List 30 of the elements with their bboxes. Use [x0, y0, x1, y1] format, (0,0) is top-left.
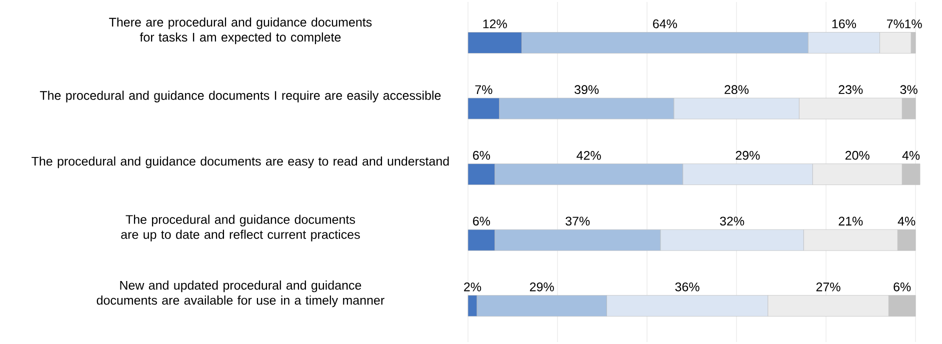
data-label: 29% [736, 150, 760, 160]
y-tick-label: There are procedural and guidance documents for tasks I am expected to complete [109, 17, 372, 44]
data-label: 27% [816, 282, 840, 292]
data-label: 16% [832, 19, 856, 28]
data-label: 2% [464, 282, 482, 292]
y-tick-label: The procedural and guidance documents are easy to read and understand [32, 156, 449, 168]
y-tick-label: New and updated procedural and guidance documents are available for use in a timely manner [96, 280, 384, 308]
data-label: 32% [720, 216, 744, 226]
data-label: 6% [473, 216, 490, 226]
y-tick-label: The procedural and guidance documents are up to date and reflect current practices [121, 214, 360, 242]
data-label: 64% [653, 19, 677, 28]
data-label: 23% [838, 85, 863, 94]
data-label: 21% [838, 216, 863, 226]
data-label: 4% [898, 216, 916, 226]
data-label: 28% [724, 85, 749, 94]
data-label: 39% [574, 85, 599, 94]
data-label: 1% [905, 20, 922, 28]
data-label: 37% [566, 216, 590, 226]
data-label: 36% [675, 282, 700, 292]
data-label: 4% [902, 151, 920, 160]
data-label: 20% [845, 150, 870, 160]
data-label: 7% [887, 20, 904, 28]
data-label: 12% [483, 19, 507, 28]
data-label: 6% [894, 282, 911, 292]
y-tick-label: The procedural and guidance documents I require are easily accessible [40, 90, 441, 102]
data-label: 7% [475, 85, 492, 94]
data-label: 3% [900, 85, 918, 94]
data-label: 6% [473, 150, 490, 160]
data-label: 42% [576, 150, 601, 160]
data-label: 29% [530, 282, 554, 292]
